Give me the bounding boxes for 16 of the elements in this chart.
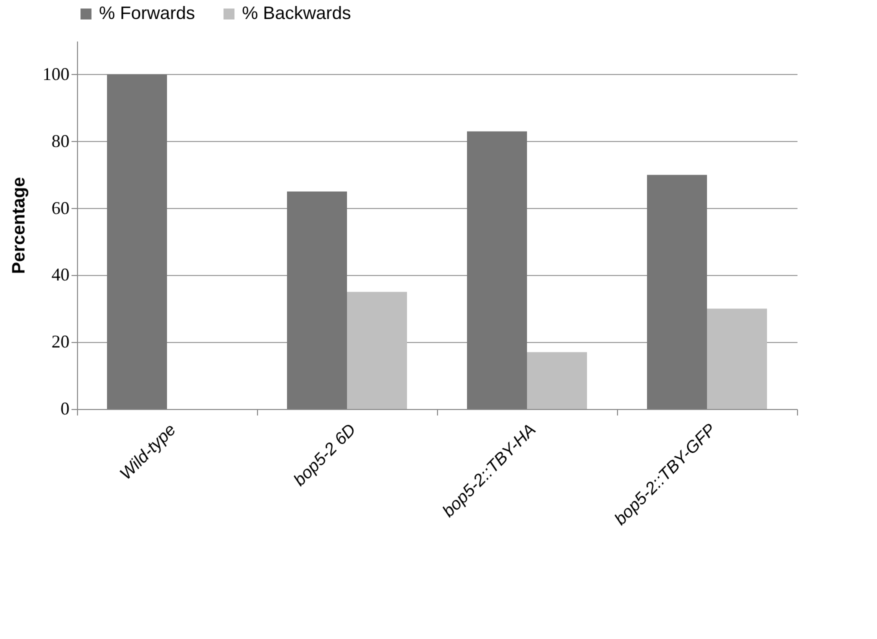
bar	[347, 292, 407, 409]
y-tick-label: 100	[42, 64, 70, 84]
bar	[647, 174, 707, 409]
bar	[467, 131, 527, 409]
y-tick-label: 0	[60, 398, 70, 418]
bar	[287, 192, 347, 409]
bar	[707, 308, 767, 409]
y-axis-title: Percentage	[8, 176, 28, 274]
bar	[527, 352, 587, 409]
y-tick-label: 40	[52, 264, 70, 285]
y-tick-label: 80	[52, 130, 70, 151]
legend-label: % Backwards	[242, 3, 352, 23]
y-tick-label: 20	[52, 332, 70, 352]
bar	[107, 74, 167, 409]
y-tick-label: 60	[52, 198, 70, 218]
legend-label: % Forwards	[99, 3, 196, 23]
